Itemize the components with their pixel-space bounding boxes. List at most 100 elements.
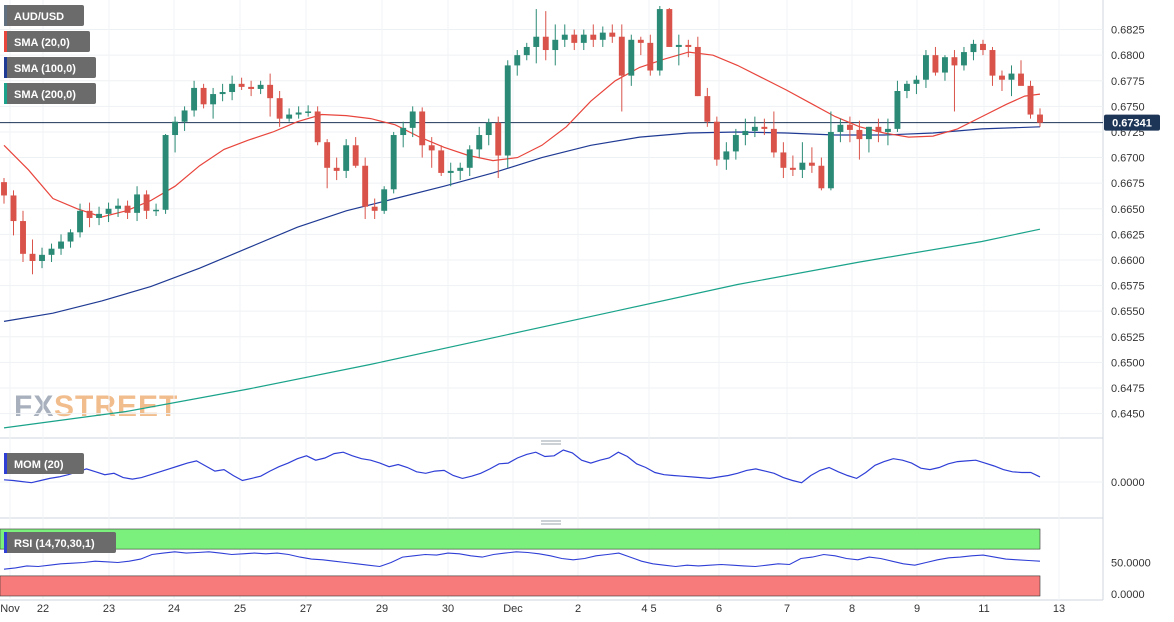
candle-body — [837, 124, 844, 132]
candle-body — [10, 195, 17, 222]
candle-body — [200, 87, 207, 105]
candle-body — [533, 36, 540, 47]
candle — [172, 116, 179, 153]
candle-body — [362, 165, 369, 207]
candle — [846, 116, 853, 143]
candle — [514, 50, 521, 76]
candle — [894, 80, 901, 132]
candle-body — [942, 57, 948, 73]
candle-body — [267, 84, 274, 99]
candle-body — [552, 39, 559, 51]
candle-body — [219, 92, 226, 95]
rsi-tick-label: 0.0000 — [1111, 589, 1145, 601]
time-tick-label: 25 — [234, 603, 246, 615]
candle — [552, 24, 559, 66]
candle-body — [257, 84, 264, 89]
candle — [599, 26, 606, 47]
candle-body — [808, 162, 815, 166]
time-tick-label: 4 5 — [641, 603, 656, 615]
candle — [561, 24, 568, 47]
candle-body — [922, 55, 929, 80]
legend-box — [4, 5, 84, 26]
candle — [1008, 65, 1015, 97]
candle-body — [276, 98, 283, 119]
time-tick-label: 22 — [37, 603, 49, 615]
price-tick-label: 0.6575 — [1111, 281, 1145, 293]
candle — [732, 128, 739, 160]
candle — [191, 80, 198, 117]
time-tick-label: Dec — [503, 603, 523, 615]
candle-body — [390, 135, 397, 190]
candle-body — [371, 206, 378, 211]
legend-box — [4, 31, 90, 52]
price-tick-label: 0.6775 — [1111, 76, 1145, 88]
candle-body — [438, 150, 445, 173]
price-tick-label: 0.6750 — [1111, 101, 1145, 113]
candle-body — [723, 151, 730, 160]
time-tick-label: 6 — [716, 603, 722, 615]
candle — [105, 202, 112, 223]
price-tick-label: 0.6550 — [1111, 306, 1145, 318]
price-tick-label: 0.6825 — [1111, 25, 1145, 37]
candle-body — [580, 34, 587, 43]
candle — [134, 186, 141, 222]
candle-body — [666, 9, 673, 47]
candle — [989, 46, 996, 86]
sma-200-line — [3, 228, 1041, 429]
time-tick-label: 8 — [849, 603, 855, 615]
candle-body — [856, 129, 863, 140]
candle-body — [504, 65, 511, 156]
candle-body — [799, 162, 806, 170]
pane-resize-handle-1[interactable] — [541, 440, 561, 445]
candle-body — [48, 248, 55, 255]
candle-body — [647, 42, 654, 71]
svg-text:FX: FX — [14, 390, 54, 423]
sma-20-line — [3, 51, 1041, 218]
candle-body — [238, 83, 245, 87]
candle-body — [770, 128, 777, 153]
candle-body — [495, 122, 502, 156]
candle — [789, 155, 796, 176]
time-tick-label: 30 — [442, 603, 454, 615]
candle — [381, 186, 388, 214]
candle-body — [884, 128, 891, 132]
legend-label: SMA (100,0) — [14, 63, 76, 75]
candle-body — [685, 44, 692, 47]
candle — [86, 202, 93, 228]
candle — [799, 142, 806, 179]
time-axis: Nov 22 23 24 25 27 29 30 Dec 2 4 5 6 7 8 9 11 13 — [0, 603, 1065, 615]
candle-body — [466, 149, 473, 168]
last-price-label: 0.67341 — [1112, 118, 1152, 130]
price-tick-label: 0.6700 — [1111, 153, 1145, 165]
candle-body — [742, 130, 749, 136]
candle-body — [181, 110, 188, 122]
candle — [533, 9, 540, 64]
candle — [314, 106, 321, 146]
legend-box — [4, 57, 96, 78]
legend-swatch — [4, 31, 7, 52]
candle-body — [105, 208, 112, 214]
candle-body — [210, 94, 217, 105]
mom-legend-swatch — [4, 453, 7, 474]
candle-body — [989, 50, 996, 76]
price-tick-label: 0.6525 — [1111, 332, 1145, 344]
candle-body — [248, 86, 255, 89]
candle-body — [1018, 73, 1024, 86]
candle — [865, 126, 872, 153]
candle-body — [704, 96, 711, 122]
candle — [352, 137, 359, 168]
candle — [200, 83, 207, 109]
pane-resize-handle-2[interactable] — [541, 520, 561, 525]
candle-body — [67, 232, 74, 242]
candle-body — [333, 167, 340, 171]
price-tick-label: 0.6675 — [1111, 178, 1145, 190]
candle — [495, 116, 502, 179]
candle — [162, 134, 169, 214]
candle — [875, 118, 882, 143]
candle-body — [913, 79, 920, 84]
candle — [590, 24, 597, 47]
candle-body — [86, 210, 93, 218]
candle — [1037, 108, 1043, 127]
candle — [67, 229, 74, 248]
candle — [780, 142, 787, 179]
